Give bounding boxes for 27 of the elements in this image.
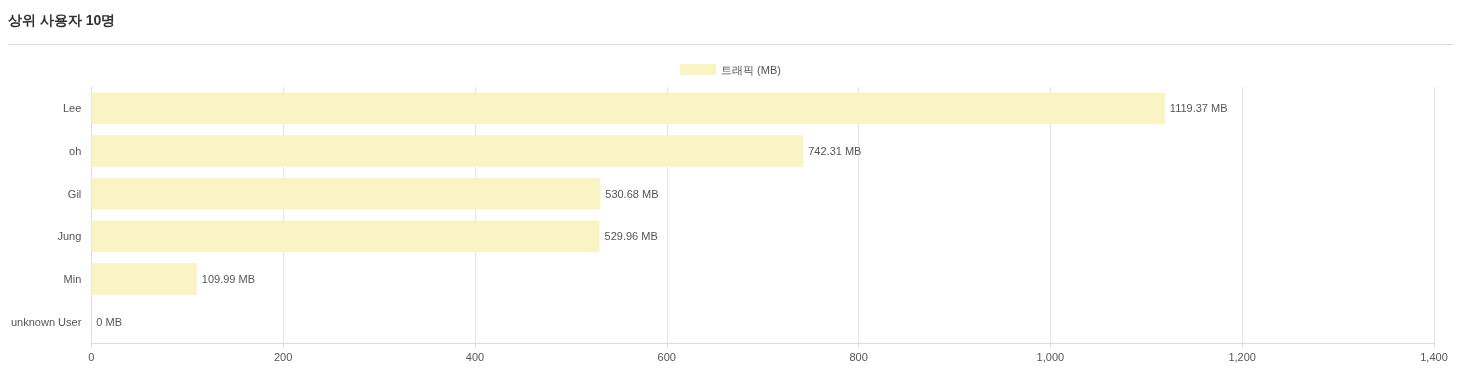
data-label: 530.68 MB xyxy=(605,187,659,200)
y-tick-label: Min xyxy=(63,273,82,285)
y-tick-label: unknown User xyxy=(10,315,82,328)
data-label: 0 MB xyxy=(96,315,122,328)
legend-label: 트래픽 (MB) xyxy=(721,63,781,76)
data-label: 1119.37 MB xyxy=(1169,102,1228,115)
data-label: 742.31 MB xyxy=(808,145,862,157)
bar xyxy=(91,177,601,210)
y-tick-label: Jung xyxy=(57,230,82,243)
bar xyxy=(91,220,600,253)
y-tick-label: Gil xyxy=(67,187,82,200)
x-tick-label: 200 xyxy=(273,350,293,363)
bar xyxy=(91,135,804,167)
bar xyxy=(91,92,1165,125)
y-tick-label: oh xyxy=(69,145,82,157)
y-tick-label: Lee xyxy=(62,102,82,115)
x-tick-label: 1,400 xyxy=(1420,350,1448,363)
data-label: 529.96 MB xyxy=(604,230,658,243)
x-tick-label: 400 xyxy=(465,350,485,363)
x-tick-label: 600 xyxy=(657,350,676,363)
x-tick-label: 0 xyxy=(88,350,95,363)
chart-title: 상위 사용자 10명 xyxy=(8,8,1453,45)
data-label: 109.99 MB xyxy=(201,273,255,285)
x-tick-label: 800 xyxy=(849,350,868,363)
x-tick-label: 1,000 xyxy=(1036,350,1065,363)
x-tick-label: 1,200 xyxy=(1228,350,1256,363)
bar xyxy=(91,263,197,295)
